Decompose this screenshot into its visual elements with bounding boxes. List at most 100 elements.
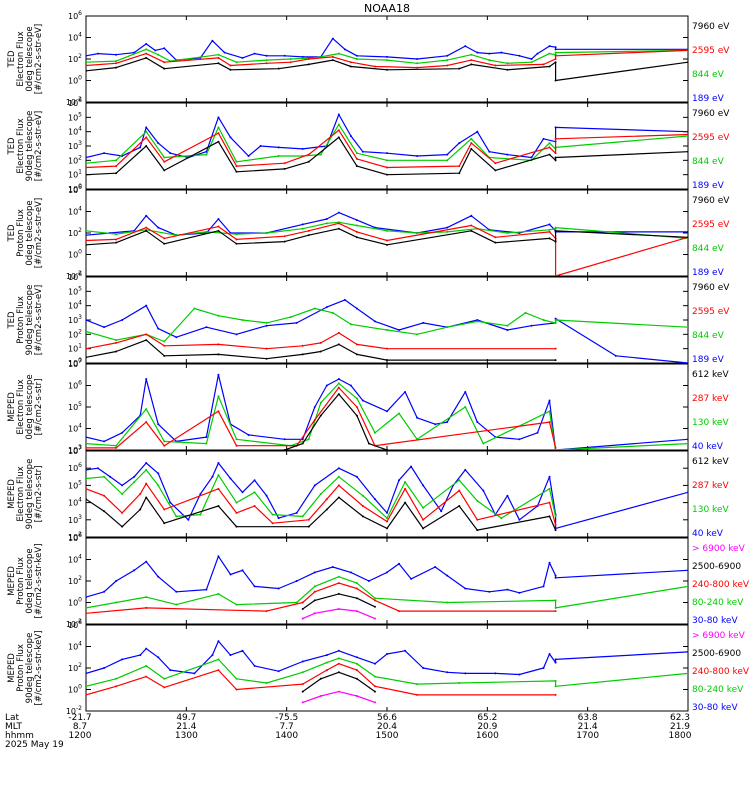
data-point [205, 153, 208, 156]
data-point [325, 661, 328, 664]
x-tick-lat: 62.3 [670, 713, 690, 723]
data-point [157, 472, 160, 475]
data-point [687, 672, 688, 675]
data-point [145, 304, 148, 307]
data-point [86, 173, 87, 176]
y-axis-label-line: [#/cm2-s-str] [34, 466, 44, 523]
data-point [163, 47, 166, 50]
data-point [343, 298, 346, 301]
y-axis-label-line: 0deg telescope [25, 374, 35, 439]
data-point [446, 326, 449, 329]
data-point [398, 329, 401, 332]
series-line-red [86, 129, 688, 169]
data-point [386, 449, 388, 450]
chart-title: NOAA18 [364, 2, 410, 15]
data-point [361, 399, 364, 402]
data-point [554, 54, 557, 57]
series-line-green [86, 657, 688, 687]
data-point [386, 55, 388, 58]
data-point [494, 672, 497, 675]
data-point [337, 607, 340, 610]
data-point [554, 58, 557, 60]
data-point [217, 640, 220, 643]
data-point [373, 675, 376, 678]
data-point [337, 475, 340, 478]
data-point [386, 511, 388, 514]
data-point [217, 218, 220, 221]
data-point [355, 397, 358, 400]
data-point [319, 401, 322, 404]
legend-entry: 240-800 keV [692, 667, 750, 677]
data-point [337, 393, 340, 396]
data-point [446, 574, 449, 577]
y-tick-label: 102 [68, 328, 82, 339]
data-point [313, 418, 316, 421]
data-point [265, 321, 268, 324]
data-point [235, 501, 238, 504]
y-axis-label-line: Proton Flux [16, 209, 26, 257]
data-point [229, 64, 232, 67]
legend-entry: 844 eV [692, 157, 725, 167]
data-point [398, 562, 401, 565]
data-point [307, 518, 310, 521]
data-point [229, 573, 232, 576]
data-point [548, 410, 551, 413]
y-axis-label-line: Proton Flux [16, 644, 26, 692]
data-point [422, 506, 425, 509]
data-point [548, 142, 551, 145]
y-tick-label: 104 [68, 300, 82, 311]
data-point [199, 493, 202, 495]
data-point [103, 590, 106, 593]
data-point [337, 386, 340, 389]
data-point [121, 319, 124, 321]
data-point [241, 649, 244, 652]
y-tick-label: 106 [68, 380, 82, 391]
data-point [373, 685, 376, 688]
y-tick-label: 106 [68, 619, 82, 630]
x-tick-hhmm: 1800 [669, 731, 692, 741]
data-point [530, 324, 533, 327]
data-point [217, 395, 220, 398]
data-point [103, 326, 106, 329]
data-point [109, 475, 112, 478]
data-point [86, 672, 87, 675]
data-point [337, 211, 340, 214]
data-point [163, 61, 166, 64]
data-point [554, 79, 557, 82]
data-point [373, 599, 376, 602]
data-point [277, 517, 280, 520]
data-point [307, 229, 310, 232]
data-point [506, 588, 509, 591]
data-point [235, 333, 238, 336]
data-point [548, 230, 551, 233]
data-point [554, 446, 557, 449]
data-point [145, 333, 148, 336]
data-point [145, 229, 148, 232]
y-tick-label: 10-2 [66, 270, 82, 281]
legend-entry: 7960 eV [692, 283, 730, 293]
data-point [355, 54, 358, 57]
data-point [422, 518, 425, 521]
data-point [554, 46, 557, 49]
y-tick-label: 106 [68, 184, 82, 195]
data-point [548, 153, 551, 156]
x-tick-lat: 56.6 [377, 713, 397, 723]
data-point [103, 475, 106, 478]
x-tick-mlt: 20.4 [377, 722, 397, 732]
data-point [319, 414, 322, 417]
y-tick-label: 104 [68, 32, 82, 43]
data-point [337, 484, 340, 487]
data-point [86, 69, 87, 72]
panel-6: 102 103 104 105 106 107 MEPED Electron Flux 90de… [7, 445, 729, 542]
data-point [386, 239, 388, 242]
legend-entry: > 6900 keV [692, 631, 746, 641]
legend-entry: 130 keV [692, 505, 729, 515]
data-point [542, 137, 545, 140]
data-point [217, 56, 220, 59]
data-point [548, 223, 551, 226]
legend-entry: 287 keV [692, 481, 729, 491]
data-point [373, 617, 376, 620]
data-point [687, 438, 688, 441]
data-point [277, 587, 280, 590]
